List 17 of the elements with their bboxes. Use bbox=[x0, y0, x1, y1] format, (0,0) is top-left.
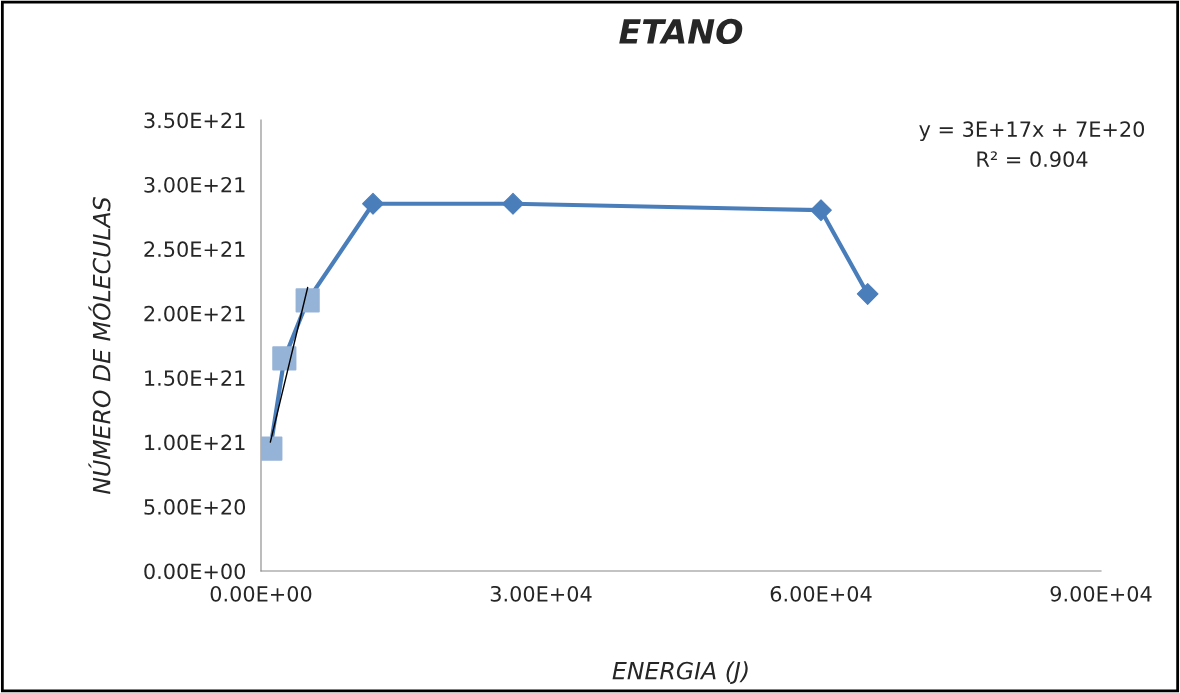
y-tick-label: 1.00E+21 bbox=[145, 434, 245, 451]
x-tick-label: 9.00E+04 bbox=[1050, 585, 1152, 602]
x-tick-label: 3.00E+04 bbox=[490, 585, 592, 602]
annotation: y = 3E+17x + 7E+20 bbox=[919, 121, 1145, 142]
y-axis-title: NÚMERO DE MÓLECULAS bbox=[88, 197, 111, 495]
y-tick-label: 5.00E+20 bbox=[144, 499, 246, 515]
y-tick-label: 2.00E+21 bbox=[144, 305, 245, 322]
x-axis-title: ENERGIA (J) bbox=[612, 661, 748, 684]
y-tick-label: 1.50E+21 bbox=[145, 370, 245, 386]
y-tick-label: 3.50E+21 bbox=[144, 112, 245, 129]
x-tick-label: 6.00E+04 bbox=[770, 585, 872, 602]
y-tick-label: 2.50E+21 bbox=[144, 241, 245, 258]
y-tick-label: 3.00E+21 bbox=[144, 176, 245, 193]
y-tick-label: 0.00E+00 bbox=[144, 563, 246, 580]
chart-title: ETANO bbox=[619, 18, 743, 45]
x-tick-label: 0.00E+00 bbox=[210, 585, 312, 602]
annotation: R² = 0.904 bbox=[977, 151, 1088, 168]
